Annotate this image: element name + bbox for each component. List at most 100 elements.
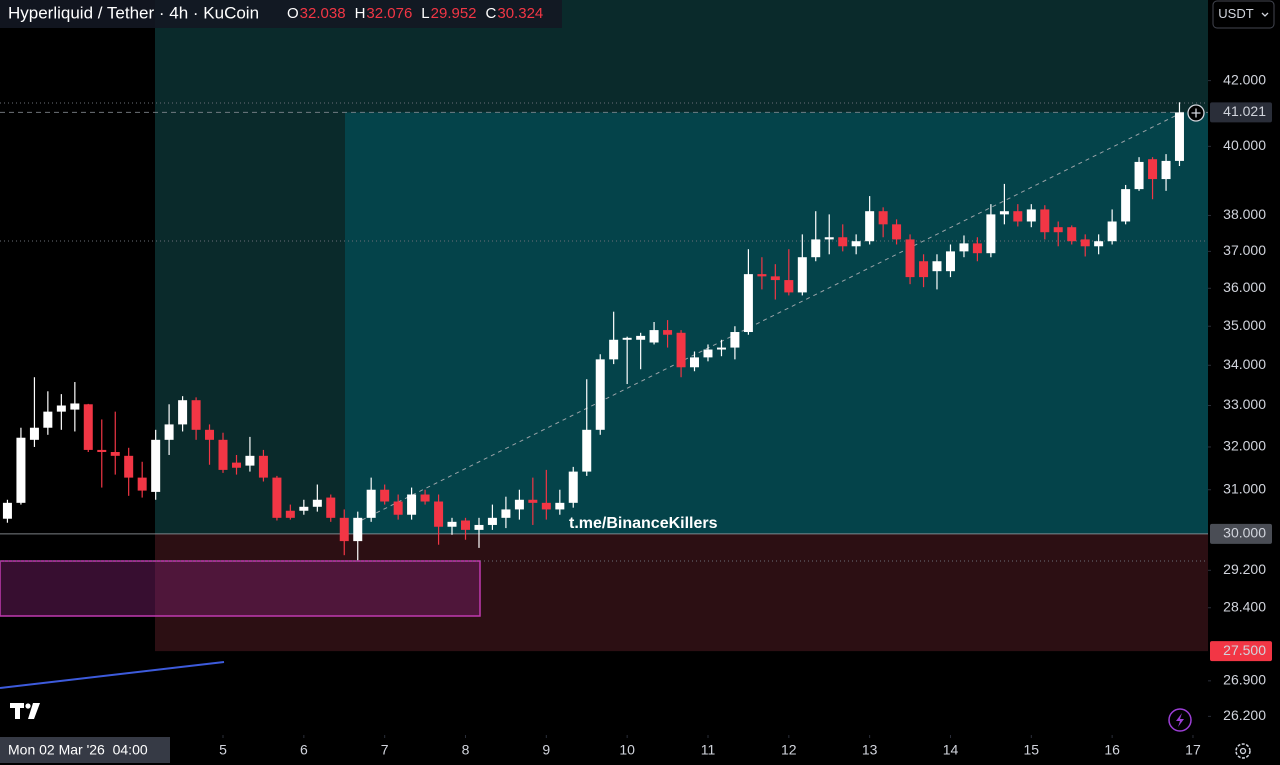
target-zone [345, 112, 1208, 534]
candle-body [501, 509, 511, 518]
candle-body [716, 347, 726, 350]
y-tick-label: 26.200 [1223, 707, 1266, 723]
price-label-box [1210, 523, 1272, 544]
candles [2, 102, 1184, 561]
y-tick-label: 42.000 [1223, 71, 1266, 87]
ohlc-value: 32.038 [300, 5, 346, 22]
candle-body [770, 276, 780, 281]
ohlc-value: 30.324 [497, 5, 543, 22]
lightning-button[interactable] [1168, 708, 1192, 732]
candle-body [689, 357, 699, 368]
candle-body [959, 243, 969, 252]
y-tick-label: 35.000 [1223, 317, 1266, 333]
candle-body [164, 424, 174, 440]
candle-body [636, 335, 646, 340]
x-tick-label: 14 [943, 742, 959, 758]
candle-body [1134, 161, 1144, 190]
candle-body [29, 427, 39, 440]
candle-body [784, 280, 794, 293]
candle-body [97, 449, 107, 453]
currency-dropdown[interactable] [1212, 0, 1275, 29]
ohlc-label: H [355, 5, 366, 22]
candle-body [851, 241, 861, 247]
candle-body [811, 239, 821, 258]
candle-body [757, 274, 767, 277]
candle-body [1040, 209, 1050, 233]
candle-body [299, 506, 309, 511]
ohlc-label: C [486, 5, 497, 22]
header-background [0, 0, 562, 28]
ohlc-label: L [421, 5, 429, 22]
currency-label[interactable]: USDT [1218, 6, 1253, 21]
candle-body [474, 524, 484, 530]
levels [0, 111, 1208, 535]
candle-body [541, 502, 551, 510]
axes: 42.000 40.000 38.000 37.000 36.000 35.000 34.0… [219, 71, 1272, 758]
x-tick-label: 10 [619, 742, 635, 758]
candle-body [460, 520, 470, 530]
x-tick-label: 7 [381, 742, 389, 758]
dashed-diagonal [361, 112, 1182, 521]
candle-body [514, 499, 524, 510]
candle-body [285, 510, 295, 518]
candle-body [312, 499, 322, 507]
y-tick-label: 36.000 [1223, 279, 1266, 295]
dropdown-caret [1261, 12, 1269, 17]
candle-body [743, 274, 753, 333]
demand-box [0, 560, 481, 617]
x-tick-label: 6 [300, 742, 308, 758]
candle-body [191, 400, 201, 430]
price-label-box [1210, 641, 1272, 662]
candle-body [528, 499, 538, 503]
candle-body [905, 239, 915, 278]
x-tick-label: 17 [1185, 742, 1201, 758]
candle-body [487, 517, 497, 525]
settings-button[interactable] [1235, 743, 1251, 759]
candle-body [838, 237, 848, 247]
x-tick-label: 9 [542, 742, 550, 758]
x-tick-label: 15 [1024, 742, 1040, 758]
candle-body [1094, 241, 1104, 247]
candle-body [972, 243, 982, 254]
chart-title: Hyperliquid / Tether · 4h · KuCoin [8, 3, 259, 22]
crosshair-date: Mon 02 Mar '26 04:00 [8, 742, 148, 758]
candle-body [205, 429, 215, 440]
candle-body [1148, 159, 1158, 180]
candle-body [568, 471, 578, 503]
ohlc-value: 32.076 [366, 5, 412, 22]
candle-body [582, 429, 592, 472]
ohlc-value: 29.952 [431, 5, 477, 22]
candle-body [339, 517, 349, 542]
candle-body [797, 257, 807, 293]
x-tick-label: 12 [781, 742, 797, 758]
x-tick-label: 8 [462, 742, 470, 758]
candle-body [663, 330, 673, 335]
stop-zone [155, 533, 1208, 652]
y-tick-label: 40.000 [1223, 137, 1266, 153]
candle-body [986, 214, 996, 254]
candle-body [676, 332, 686, 368]
candle-body [258, 455, 268, 478]
candle-body [124, 455, 134, 478]
y-tick-label: 38.000 [1223, 206, 1266, 222]
candle-body [110, 452, 120, 456]
candle-body [232, 462, 242, 468]
ohlc-label: O [287, 5, 299, 22]
trend-line [0, 661, 225, 689]
candle-body [919, 261, 929, 278]
candle-body [16, 437, 26, 503]
candle-body [56, 405, 66, 412]
candle-body [730, 332, 740, 348]
candle-body [945, 251, 955, 272]
y-tick-label: 28.400 [1223, 598, 1266, 614]
candle-body [420, 494, 430, 502]
candle-body [1080, 239, 1090, 247]
candle-body [43, 411, 53, 428]
y-tick-label: 33.000 [1223, 396, 1266, 412]
candle-body [892, 224, 902, 240]
price-label-box [1210, 102, 1272, 123]
watermark: t.me/BinanceKillers [569, 515, 718, 532]
candle-body [218, 439, 228, 470]
candle-body [2, 502, 12, 519]
candle-body [932, 261, 942, 272]
